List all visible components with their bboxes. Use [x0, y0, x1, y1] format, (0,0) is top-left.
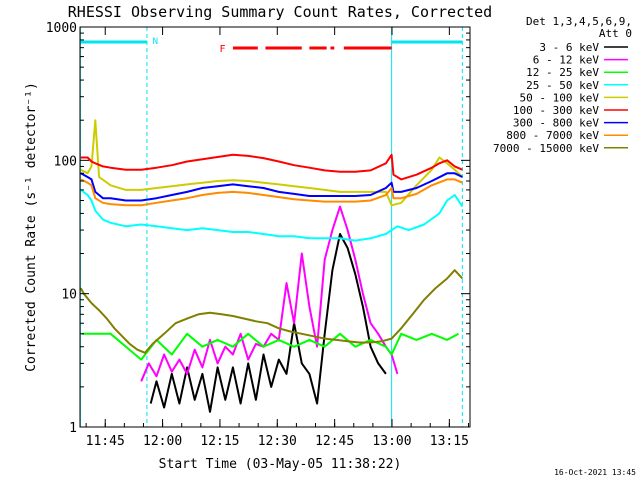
x-tick-label: 12:00 — [143, 434, 182, 449]
y-tick-label: 10 — [61, 288, 77, 303]
legend-label: 300 - 800 keV — [513, 117, 599, 130]
x-tick-label: 12:45 — [315, 434, 354, 449]
series-line — [79, 269, 464, 354]
legend-label: 100 - 300 keV — [513, 104, 599, 117]
y-axis-label: Corrected Count Rate (s⁻¹ detector⁻¹) — [24, 82, 39, 372]
y-tick-label: 1000 — [46, 21, 77, 36]
series-line — [80, 172, 463, 202]
series-line — [81, 332, 459, 361]
x-axis-label: Start Time (03-May-05 11:38:22) — [159, 457, 402, 472]
legend-header-attenuator: Att 0 — [599, 27, 632, 40]
x-tick-label: 11:45 — [86, 434, 125, 449]
x-tick-label: 13:00 — [372, 434, 411, 449]
y-tick-label: 1 — [69, 421, 77, 436]
plot-frame — [79, 26, 471, 428]
legend-header-detectors: Det 1,3,4,5,6,9, — [526, 15, 632, 28]
x-tick-label: 12:30 — [258, 434, 297, 449]
chart-title: RHESSI Observing Summary Count Rates, Co… — [68, 3, 492, 21]
x-tick-label: 13:15 — [430, 434, 469, 449]
legend-label: 6 - 12 keV — [533, 54, 600, 67]
night-label: N — [153, 37, 158, 47]
series-line — [80, 189, 464, 242]
legend-label: 7000 - 15000 keV — [493, 142, 599, 155]
series-line — [140, 205, 399, 382]
plot-decorations: NF — [79, 27, 463, 427]
series-line — [80, 178, 463, 207]
legend-label: 800 - 7000 keV — [506, 129, 599, 142]
axes-group: 11:45 12:00 12:15 12:30 12:45 13:00 13:15 1 10 10… — [46, 21, 470, 449]
series-line — [80, 153, 463, 181]
legend-label: 25 - 50 keV — [526, 79, 599, 92]
legend-label: 12 - 25 keV — [526, 66, 599, 79]
generation-timestamp: 16-Oct-2021 13:45 — [554, 468, 636, 477]
x-tick-label: 12:15 — [200, 434, 239, 449]
y-tick-label: 100 — [54, 154, 77, 169]
flare-label: F — [220, 44, 226, 55]
legend-label: 50 - 100 keV — [520, 91, 600, 104]
legend-label: 3 - 6 keV — [539, 41, 599, 54]
series-group — [79, 119, 464, 413]
